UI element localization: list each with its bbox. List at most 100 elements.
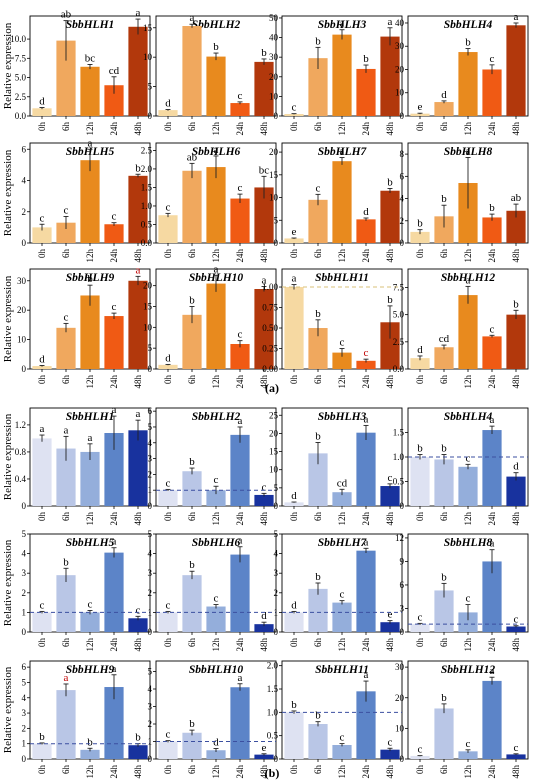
x-tick-label: 6h xyxy=(439,638,449,648)
x-tick-label: 0h xyxy=(415,122,425,132)
y-axis-label: Relative expression xyxy=(2,666,14,753)
significance-letter: c xyxy=(166,201,171,213)
significance-letter: b xyxy=(261,47,267,59)
x-tick-label: 24h xyxy=(235,122,245,136)
y-tick-label: 2 xyxy=(148,469,153,479)
bar-48h xyxy=(506,754,526,759)
significance-letter: c xyxy=(40,599,45,611)
x-tick-label: 0h xyxy=(415,512,425,522)
significance-letter: a xyxy=(136,408,141,420)
significance-letter: e xyxy=(418,101,423,113)
y-tick-label: 30 xyxy=(395,41,405,51)
significance-letter: c xyxy=(136,604,141,616)
x-tick-label: 24h xyxy=(361,638,371,652)
y-tick-label: 3 xyxy=(22,568,27,578)
significance-letter: b xyxy=(213,41,219,53)
y-tick-label: 30 xyxy=(269,52,279,62)
bar-24h xyxy=(230,103,250,116)
significance-letter: b xyxy=(315,35,321,47)
x-tick-label: 12h xyxy=(337,765,347,779)
chart-title: SbbHLH9 xyxy=(66,272,115,284)
x-tick-label: 6h xyxy=(187,249,197,259)
x-tick-label: 0h xyxy=(37,122,47,132)
x-tick-label: 48h xyxy=(385,638,395,652)
significance-letter: a xyxy=(40,423,45,435)
y-tick-label: 7.5 xyxy=(393,282,405,292)
significance-letter: a xyxy=(88,137,93,149)
y-tick-label: 0 xyxy=(22,627,27,637)
y-tick-label: 4 xyxy=(22,549,27,559)
bar-48h xyxy=(380,36,400,116)
y-tick-label: 0 xyxy=(400,111,405,121)
bar-24h xyxy=(356,68,376,116)
x-tick-label: 0h xyxy=(163,122,173,132)
y-tick-label: 9 xyxy=(400,556,405,566)
bar-24h xyxy=(104,552,124,632)
significance-letter: c xyxy=(40,212,45,224)
significance-letter: bc xyxy=(85,52,96,64)
significance-letter: c xyxy=(88,598,93,610)
x-tick-label: 6h xyxy=(187,512,197,522)
bar-0h xyxy=(410,231,430,243)
bar-48h xyxy=(128,745,148,759)
chart-a8: SbbHLH8 0 2 4 6 8 b 0h b 6h a 12h b 24h ab 48h xyxy=(400,142,529,263)
y-tick-label: 2 xyxy=(148,588,153,598)
significance-letter: d xyxy=(291,490,297,502)
bar-24h xyxy=(482,430,502,506)
y-tick-label: 3 xyxy=(22,708,27,718)
bar-6h xyxy=(434,708,454,759)
y-tick-label: 8 xyxy=(400,149,405,159)
y-tick-label: 5 xyxy=(274,215,279,225)
x-tick-label: 12h xyxy=(85,249,95,263)
significance-letter: b xyxy=(315,571,321,583)
y-tick-label: 6 xyxy=(148,406,153,416)
chart-title: SbbHLH11 xyxy=(315,272,369,284)
x-tick-label: 12h xyxy=(463,122,473,136)
significance-letter: c xyxy=(418,611,423,623)
x-tick-label: 24h xyxy=(487,375,497,389)
y-tick-label: 20 xyxy=(269,147,279,157)
significance-letter: cd xyxy=(337,477,348,489)
x-tick-label: 12h xyxy=(463,765,473,779)
y-tick-label: 1.0 xyxy=(141,201,153,211)
significance-letter: b xyxy=(291,699,297,711)
x-tick-label: 48h xyxy=(133,638,143,652)
y-tick-label: 1.0 xyxy=(393,452,405,462)
significance-letter: e xyxy=(292,226,297,238)
significance-letter: c xyxy=(64,311,69,323)
x-tick-label: 48h xyxy=(385,512,395,526)
bar-48h xyxy=(506,626,526,632)
significance-letter: c xyxy=(112,301,117,313)
bar-48h xyxy=(380,622,400,632)
y-tick-label: 0.0 xyxy=(141,238,153,248)
significance-letter: b xyxy=(387,294,393,306)
bar-0h xyxy=(32,108,52,116)
y-tick-label: 40 xyxy=(395,18,405,28)
significance-letter: c xyxy=(316,182,321,194)
significance-letter: c xyxy=(214,593,219,605)
y-tick-label: 10 xyxy=(269,193,279,203)
significance-letter: b xyxy=(189,559,195,571)
y-tick-label: 10 xyxy=(143,52,153,62)
x-tick-label: 48h xyxy=(385,375,395,389)
bar-48h xyxy=(128,280,148,369)
significance-letter: c xyxy=(112,211,117,223)
significance-letter: a xyxy=(136,264,141,276)
bar-24h xyxy=(482,336,502,369)
bar-48h xyxy=(128,430,148,506)
bar-0h xyxy=(32,438,52,506)
significance-letter: c xyxy=(514,742,519,754)
bar-24h xyxy=(356,219,376,243)
bar-6h xyxy=(56,690,76,759)
significance-letter: b xyxy=(363,53,369,65)
y-axis-label: Relative expression xyxy=(2,22,14,109)
y-tick-label: 15 xyxy=(269,170,279,180)
y-tick-label: 2.5 xyxy=(15,92,27,102)
bar-48h xyxy=(506,314,526,369)
y-tick-label: 2.5 xyxy=(393,337,405,347)
significance-letter: a xyxy=(64,672,69,684)
x-tick-label: 0h xyxy=(289,638,299,648)
chart-b9: SbbHLH9 0 1 2 3 4 5 6 Relative expression b 0h a 6h b… xyxy=(2,660,151,779)
